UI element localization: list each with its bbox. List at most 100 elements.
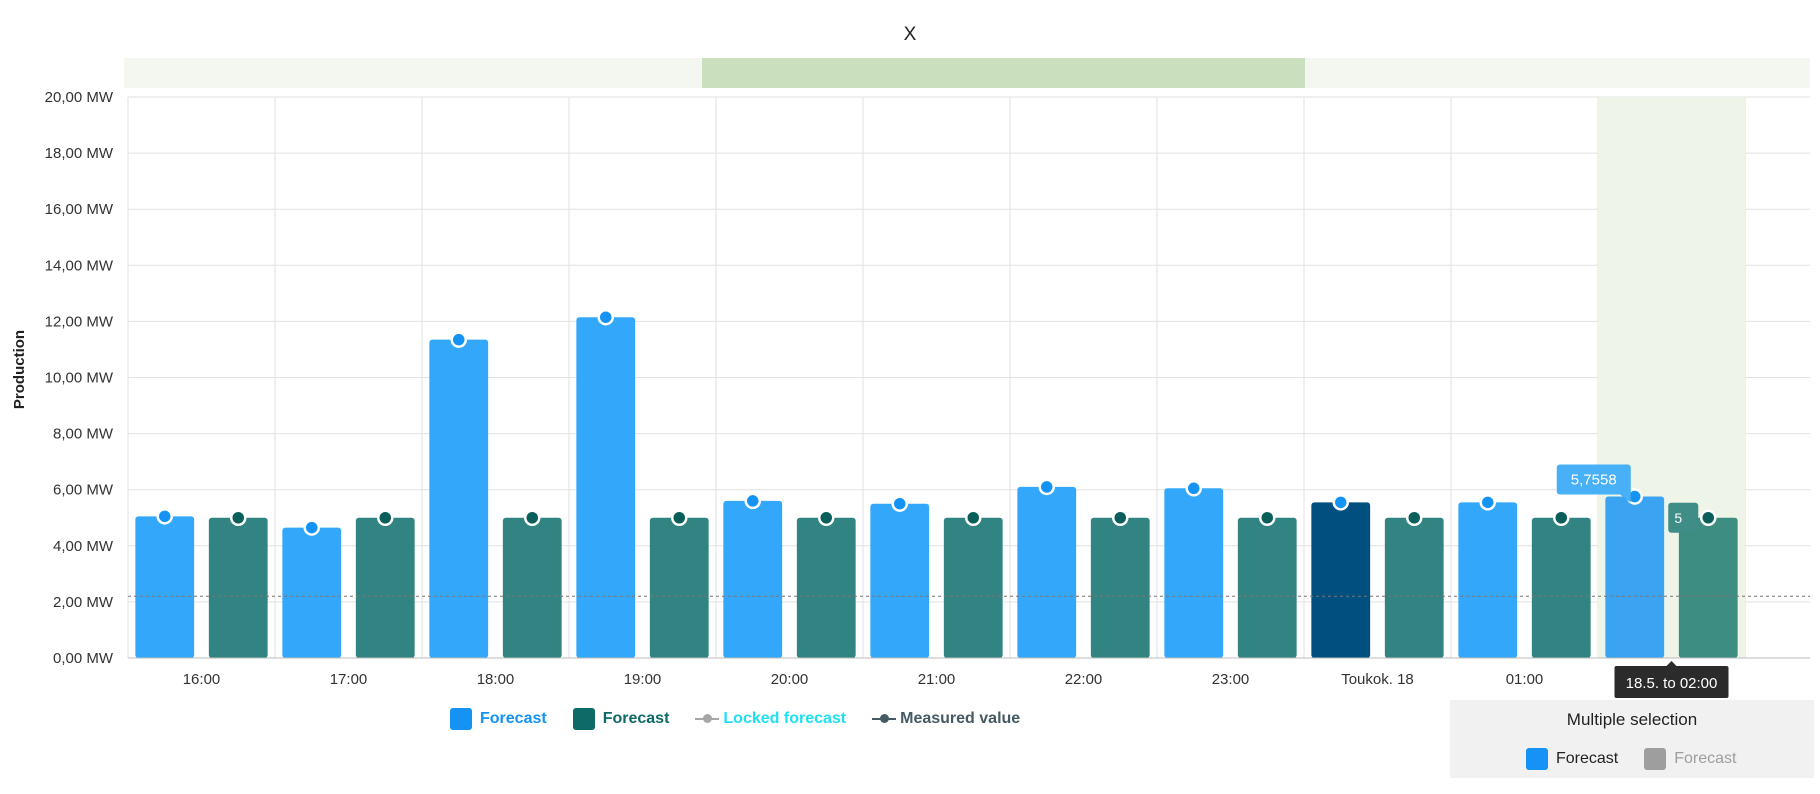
x-tick-label: 22:00: [1065, 671, 1103, 688]
x-tick-label: 17:00: [330, 671, 368, 688]
y-tick-label: 0,00 MW: [53, 650, 114, 667]
bar-forecast-blue: [1017, 486, 1077, 658]
bar-forecast-green: [502, 517, 562, 658]
bar-forecast-green: [1384, 517, 1444, 658]
value-tooltip-blue-pointer: [1618, 490, 1631, 503]
x-tick-label: 19:00: [624, 671, 662, 688]
bar-forecast-green: [1678, 517, 1738, 658]
marker-forecast-green: [1553, 509, 1570, 526]
marker-forecast-blue: [1038, 478, 1055, 496]
bar-forecast-blue: [723, 500, 783, 658]
x-tick-label: 16:00: [183, 671, 221, 688]
x-tick-label: 23:00: [1212, 671, 1250, 688]
marker-forecast-blue: [597, 308, 614, 326]
navigator-band[interactable]: [124, 58, 1810, 88]
bar-forecast-blue: [282, 527, 342, 658]
legend-swatch-forecast-green: [572, 708, 595, 730]
multiple-selection-item-forecast-gray[interactable]: Forecast: [1644, 748, 1737, 770]
y-tick-label: 10,00 MW: [45, 370, 114, 387]
bar-forecast-green: [208, 517, 268, 658]
marker-forecast-blue: [891, 495, 908, 512]
legend-item-measured-value[interactable]: Measured value: [872, 708, 1020, 730]
y-tick-label: 16,00 MW: [45, 201, 114, 218]
y-tick-label: 14,00 MW: [45, 257, 114, 274]
value-tooltip-blue-text: 5,7558: [1571, 472, 1617, 489]
y-tick-label: 2,00 MW: [53, 594, 114, 611]
marker-forecast-green: [1406, 509, 1423, 526]
bar-forecast-green: [649, 517, 709, 658]
marker-forecast-green: [671, 509, 688, 526]
navigator-selected-range: [702, 58, 1305, 88]
y-axis-title: Production: [11, 330, 28, 409]
bar-forecast-green: [1090, 517, 1150, 658]
marker-forecast-green: [230, 509, 247, 526]
production-chart: X 0,00 MW 2,00 MW 4,00 MW 6,00 MW 8,00 MW 10,…: [11, 24, 1810, 698]
locked-forecast-line-icon: [695, 708, 720, 730]
marker-forecast-green: [1112, 509, 1129, 526]
x-tooltip-text: 18.5. to 02:00: [1626, 675, 1718, 692]
marker-forecast-green: [965, 509, 982, 526]
bar-forecast-green: [796, 517, 856, 658]
value-tooltip-green-text: 5: [1674, 510, 1682, 526]
bar-forecast-green: [1237, 517, 1297, 658]
chart-title: X: [904, 24, 917, 45]
marker-forecast-blue: [156, 508, 173, 525]
y-tick-label: 12,00 MW: [45, 313, 114, 330]
bar-forecast-green: [1531, 517, 1591, 658]
legend-item-forecast-green[interactable]: Forecast: [572, 708, 670, 730]
bar-forecast-blue: [576, 317, 636, 658]
y-tick-label: 6,00 MW: [53, 482, 114, 499]
bar-forecast-blue: [870, 503, 930, 658]
multiple-selection-label: Forecast: [1674, 750, 1737, 767]
tooltips: 18.5. to 02:00 5,7558 5: [1556, 464, 1729, 698]
marker-forecast-green: [1700, 509, 1717, 526]
legend-label: Locked forecast: [723, 710, 847, 727]
legend-item-locked-forecast[interactable]: Locked forecast: [695, 708, 846, 730]
marker-forecast-green: [1259, 509, 1276, 526]
x-tick-label: 21:00: [918, 671, 956, 688]
bar-forecast-blue: [1311, 502, 1371, 658]
x-axis: 16:00 17:00 18:00 19:00 20:00 21:00 22:00 23:00…: [128, 657, 1810, 688]
bar-forecast-blue: [1164, 488, 1224, 658]
legend-label: Forecast: [602, 710, 670, 727]
marker-forecast-green: [524, 509, 541, 526]
marker-forecast-blue: [1332, 494, 1349, 511]
y-tick-label: 20,00 MW: [45, 89, 114, 106]
marker-forecast-green: [818, 509, 835, 526]
legend-label: Measured value: [900, 710, 1021, 727]
bar-forecast-green: [943, 517, 1003, 658]
legend-label: Forecast: [480, 710, 547, 727]
x-tick-label: 01:00: [1506, 671, 1544, 688]
legend: Forecast Forecast Locked forecast Measur…: [450, 708, 1046, 730]
marker-forecast-blue: [1185, 480, 1202, 497]
measured-value-line-icon: [872, 708, 897, 730]
legend-item-forecast-blue[interactable]: Forecast: [450, 708, 547, 730]
multiple-selection-title: Multiple selection: [1566, 710, 1698, 729]
marker-forecast-blue: [1479, 494, 1496, 511]
y-tick-label: 4,00 MW: [53, 538, 114, 555]
multiple-selection-swatch: [1526, 748, 1548, 770]
x-tick-label: Toukok. 18: [1341, 671, 1414, 688]
bar-forecast-blue: [1605, 496, 1665, 658]
multiple-selection-item-forecast-blue[interactable]: Forecast: [1526, 748, 1618, 770]
y-axis: 0,00 MW 2,00 MW 4,00 MW 6,00 MW 8,00 MW 10,00…: [45, 89, 114, 667]
x-tooltip-box: [1614, 666, 1729, 698]
multiple-selection-items: Forecast Forecast: [1526, 748, 1763, 770]
multiple-selection-swatch: [1644, 748, 1667, 770]
bar-forecast-blue: [135, 516, 195, 658]
y-tick-label: 18,00 MW: [45, 145, 114, 162]
multiple-selection-label: Forecast: [1556, 750, 1619, 767]
bar-forecast-green: [355, 517, 415, 658]
marker-forecast-blue: [744, 492, 761, 510]
y-tick-label: 8,00 MW: [53, 426, 114, 443]
value-tooltip-blue-box: [1556, 464, 1631, 495]
value-tooltip-green-box: [1668, 502, 1699, 533]
x-tick-label: 20:00: [771, 671, 809, 688]
legend-swatch-forecast-blue: [450, 708, 472, 730]
x-tick-label: 18:00: [477, 671, 515, 688]
marker-forecast-blue: [450, 331, 467, 348]
bars: [135, 317, 1738, 658]
bar-markers: [156, 308, 1717, 536]
marker-forecast-blue: [303, 519, 320, 536]
marker-forecast-green: [377, 509, 394, 526]
